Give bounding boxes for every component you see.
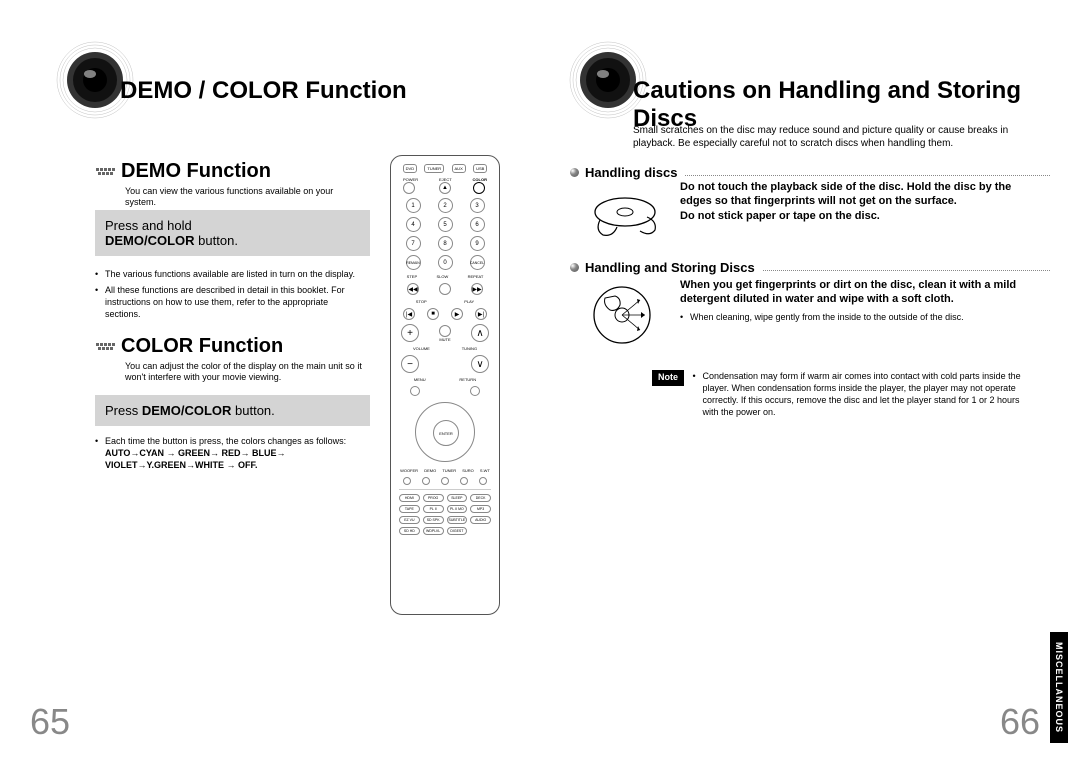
remote-num-8: 8 — [438, 236, 453, 251]
storing-bullet-1: When cleaning, wipe gently from the insi… — [680, 311, 1040, 323]
remote-num-9: 9 — [470, 236, 485, 251]
storing-discs-content: When you get fingerprints or dirt on the… — [680, 278, 1040, 327]
demo-bullets: The various functions available are list… — [95, 268, 355, 325]
dotted-line — [685, 175, 1050, 176]
remote-tab-tuner: TUNER — [424, 164, 444, 173]
page-number-66: 66 — [1000, 701, 1040, 743]
note-block: Note Condensation may form if warm air c… — [652, 370, 1047, 423]
remote-cancel: CANCEL — [470, 255, 485, 270]
remote-vol-up: + — [401, 324, 419, 342]
remote-num-3: 3 — [470, 198, 485, 213]
remote-tab-usb: USB — [473, 164, 487, 173]
remote-num-6: 6 — [470, 217, 485, 232]
remote-tab-dvd: DVD — [403, 164, 417, 173]
remote-num-0: 0 — [438, 255, 453, 270]
remote-num-2: 2 — [438, 198, 453, 213]
demo-desc: You can view the various functions avail… — [125, 186, 355, 208]
demo-instruction: Press and hold DEMO/COLOR button. — [95, 210, 370, 256]
page-number-65: 65 — [30, 701, 70, 743]
remote-num-1: 1 — [406, 198, 421, 213]
dotted-line — [763, 270, 1050, 271]
remote-tab-aux: AUX — [452, 164, 466, 173]
pattern-bullet-icon — [95, 337, 115, 357]
remote-control: DVD TUNER AUX USB POWER EJECT▲ COLOR 1 2 3… — [390, 155, 500, 615]
color-instruction: Press DEMO/COLOR button. — [95, 395, 370, 426]
remote-vol-down: − — [401, 355, 419, 373]
pattern-bullet-icon — [95, 162, 115, 182]
remote-num-4: 4 — [406, 217, 421, 232]
demo-bullet-1: The various functions available are list… — [95, 268, 355, 280]
demo-bullet-2: All these functions are described in det… — [95, 284, 355, 320]
demo-instruction-line1: Press and hold — [105, 218, 360, 233]
remote-num-5: 5 — [438, 217, 453, 232]
storing-text-1: When you get fingerprints or dirt on the… — [680, 278, 1040, 307]
note-text: Condensation may form if warm air comes … — [693, 370, 1038, 419]
handling-discs-heading-text: Handling discs — [585, 165, 677, 180]
demo-instruction-line2: DEMO/COLOR button. — [105, 233, 360, 248]
remote-remain: REMAIN — [406, 255, 421, 270]
remote-tune-up: ∧ — [471, 324, 489, 342]
color-heading-text: COLOR Function — [121, 335, 283, 358]
remote-oval-buttons: HDMI PROG SLEEP DECK TAPE PL II PL II MO… — [399, 494, 491, 535]
page-title: DEMO / COLOR Function — [120, 77, 407, 105]
color-bullets: Each time the button is press, the color… — [95, 435, 355, 475]
remote-tune-down: ∨ — [471, 355, 489, 373]
circle-bullet-icon — [570, 263, 579, 272]
color-bullet-1: Each time the button is press, the color… — [95, 435, 355, 471]
remote-mute — [439, 325, 451, 337]
intro-text: Small scratches on the disc may reduce s… — [633, 124, 1043, 150]
disc-hand-illustration — [585, 185, 660, 245]
handling-text-1: Do not touch the playback side of the di… — [680, 180, 1040, 209]
note-badge: Note — [652, 370, 684, 386]
side-tab-miscellaneous: MISCELLANEOUS — [1050, 632, 1068, 743]
storing-discs-heading-text: Handling and Storing Discs — [585, 260, 755, 275]
circle-bullet-icon — [570, 168, 579, 177]
color-function-heading: COLOR Function — [95, 335, 283, 358]
demo-function-heading: DEMO Function — [95, 160, 271, 183]
remote-enter: ENTER — [433, 420, 459, 446]
remote-num-7: 7 — [406, 236, 421, 251]
handling-discs-heading: Handling discs — [570, 165, 1050, 180]
demo-heading-text: DEMO Function — [121, 160, 271, 183]
handling-discs-content: Do not touch the playback side of the di… — [680, 180, 1040, 223]
remote-power: POWER — [403, 177, 418, 194]
handling-text-2: Do not stick paper or tape on the disc. — [680, 209, 1040, 223]
page-66: Cautions on Handling and Storing Discs S… — [540, 0, 1080, 763]
page-65: DEMO / COLOR Function DEMO Function You … — [0, 0, 540, 763]
remote-color-button: COLOR — [473, 177, 487, 194]
remote-eject: EJECT▲ — [439, 177, 452, 194]
storing-discs-heading: Handling and Storing Discs — [570, 260, 1050, 275]
color-desc: You can adjust the color of the display … — [125, 361, 365, 383]
disc-wipe-illustration — [585, 280, 660, 355]
remote-dpad: ENTER — [415, 402, 475, 462]
